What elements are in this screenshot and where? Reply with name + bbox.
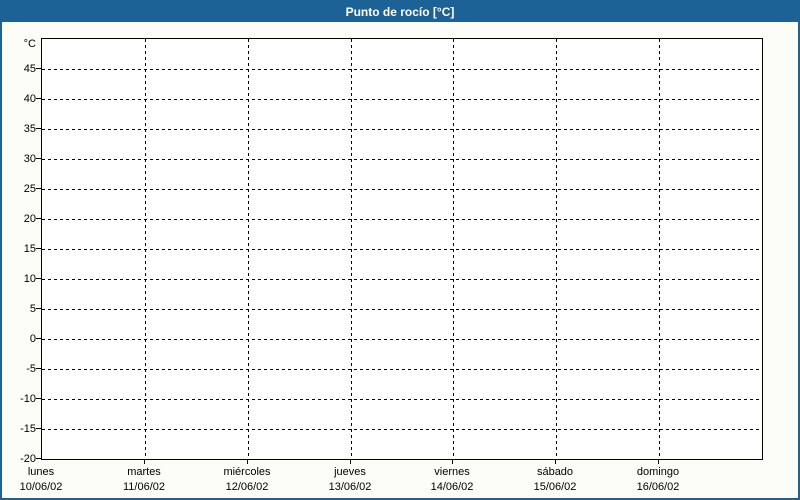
y-axis-tick-label: 0: [29, 333, 36, 345]
x-axis-date-label: 12/06/02: [225, 481, 269, 493]
y-axis-tick-label: 15: [23, 243, 36, 255]
y-axis-tick: [36, 368, 41, 369]
x-axis-date-label: 16/06/02: [636, 481, 680, 493]
y-axis-tick: [36, 158, 41, 159]
y-axis-tick-label: -5: [26, 363, 36, 375]
v-gridline: [351, 39, 352, 459]
x-axis-tick: [555, 460, 556, 464]
y-axis-tick-label: 20: [23, 213, 36, 225]
h-gridline: [42, 99, 762, 100]
x-axis-tick: [658, 460, 659, 464]
v-gridline: [556, 39, 557, 459]
h-gridline: [42, 309, 762, 310]
v-gridline: [145, 39, 146, 459]
h-gridline: [42, 339, 762, 340]
y-axis-tick-label: 5: [29, 303, 36, 315]
v-gridline: [453, 39, 454, 459]
h-gridline: [42, 429, 762, 430]
y-axis-tick: [36, 308, 41, 309]
y-axis-tick-label: 30: [23, 153, 36, 165]
y-axis-tick: [36, 218, 41, 219]
x-axis-day-label: martes: [127, 466, 161, 478]
x-axis-day-label: jueves: [334, 466, 366, 478]
y-axis-tick: [36, 278, 41, 279]
h-gridline: [42, 129, 762, 130]
x-axis-day-label: miércoles: [223, 466, 271, 478]
y-axis-tick: [36, 428, 41, 429]
y-axis-tick: [36, 458, 41, 459]
y-axis-tick: [36, 98, 41, 99]
x-axis-day-label: domingo: [636, 466, 680, 478]
v-gridline: [248, 39, 249, 459]
y-axis-tick-label: 35: [23, 123, 36, 135]
x-axis-day-label: lunes: [27, 466, 55, 478]
y-axis-tick-label: -10: [20, 393, 36, 405]
chart-title: Punto de rocío [°C]: [345, 5, 455, 19]
y-axis-tick-label: 45: [23, 63, 36, 75]
h-gridline: [42, 69, 762, 70]
x-axis-date-label: 11/06/02: [122, 481, 165, 493]
x-axis-tick: [144, 460, 145, 464]
h-gridline: [42, 159, 762, 160]
x-axis-tick: [452, 460, 453, 464]
y-axis-unit-label: °C: [23, 38, 36, 50]
y-axis-tick-label: -20: [20, 453, 36, 465]
h-gridline: [42, 279, 762, 280]
y-axis-tick: [36, 338, 41, 339]
y-axis-tick: [36, 68, 41, 69]
y-axis-tick: [36, 128, 41, 129]
x-axis-tick: [247, 460, 248, 464]
x-axis-day-label: sábado: [536, 466, 574, 478]
y-axis-tick: [36, 398, 41, 399]
plot-area: [41, 38, 763, 460]
y-axis-tick-label: -15: [20, 423, 36, 435]
y-axis-tick: [36, 248, 41, 249]
x-axis-date-label: 13/06/02: [328, 481, 372, 493]
x-axis-tick: [350, 460, 351, 464]
x-axis-date-label: 14/06/02: [430, 481, 474, 493]
y-axis-tick-label: 10: [23, 273, 36, 285]
x-axis-date-label: 10/06/02: [19, 481, 63, 493]
y-axis-tick: [36, 188, 41, 189]
h-gridline: [42, 219, 762, 220]
h-gridline: [42, 399, 762, 400]
chart-title-bar: Punto de rocío [°C]: [2, 2, 798, 22]
x-axis-day-label: viernes: [434, 466, 470, 478]
y-axis-tick-label: 40: [23, 93, 36, 105]
h-gridline: [42, 189, 762, 190]
x-axis-date-label: 15/06/02: [533, 481, 577, 493]
v-gridline: [659, 39, 660, 459]
h-gridline: [42, 369, 762, 370]
y-axis-tick-label: 25: [23, 183, 36, 195]
h-gridline: [42, 249, 762, 250]
